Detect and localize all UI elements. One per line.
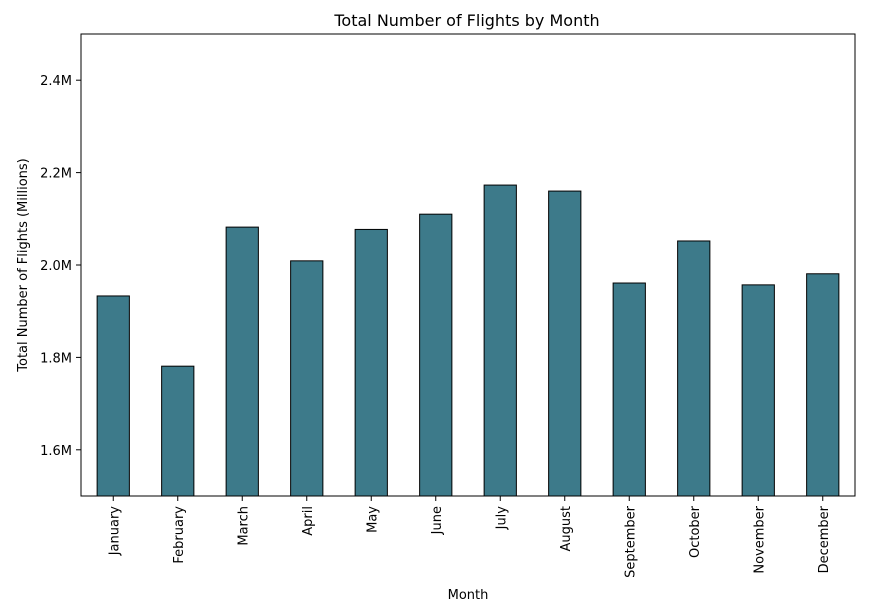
bars-group bbox=[96, 184, 840, 497]
bar-december bbox=[806, 273, 840, 497]
x-tick-label-december: December bbox=[817, 505, 832, 573]
bar-january bbox=[96, 295, 130, 497]
bar-may bbox=[354, 228, 388, 497]
bar-november bbox=[741, 284, 775, 497]
bar-april bbox=[290, 260, 324, 497]
x-tick-label-march: March bbox=[236, 506, 251, 546]
y-tick-label: 1.6M bbox=[40, 444, 72, 459]
y-axis-label: Total Number of Flights (Millions) bbox=[16, 158, 31, 372]
x-axis: January February March April May June July Augu… bbox=[107, 496, 832, 578]
bar-june bbox=[419, 213, 453, 497]
bar-july bbox=[483, 184, 517, 497]
x-tick-label-april: April bbox=[301, 506, 316, 536]
x-axis-label: Month bbox=[448, 588, 489, 603]
x-tick-label-september: September bbox=[623, 505, 638, 578]
x-tick-label-november: November bbox=[752, 505, 767, 573]
x-tick-label-february: February bbox=[172, 506, 187, 564]
x-tick-label-august: August bbox=[559, 506, 574, 552]
x-tick-label-july: July bbox=[494, 506, 509, 531]
bar-october bbox=[677, 240, 711, 497]
x-tick-label-june: June bbox=[430, 506, 445, 535]
x-tick-label-may: May bbox=[365, 506, 380, 533]
y-tick-label: 1.8M bbox=[40, 351, 72, 366]
plot-frame bbox=[80, 33, 856, 497]
bar-march bbox=[225, 226, 259, 497]
bar-september bbox=[612, 282, 646, 497]
x-tick-label-october: October bbox=[688, 505, 703, 558]
bar-august bbox=[548, 190, 582, 497]
y-tick-label: 2.0M bbox=[40, 259, 72, 274]
chart-title: Total Number of Flights by Month bbox=[333, 11, 599, 30]
y-tick-label: 2.2M bbox=[40, 167, 72, 182]
y-axis: 1.6M 1.8M 2.0M 2.2M 2.4M bbox=[40, 74, 81, 459]
x-tick-label-january: January bbox=[107, 506, 122, 557]
bar-february bbox=[161, 365, 195, 497]
y-tick-label: 2.4M bbox=[40, 74, 72, 89]
